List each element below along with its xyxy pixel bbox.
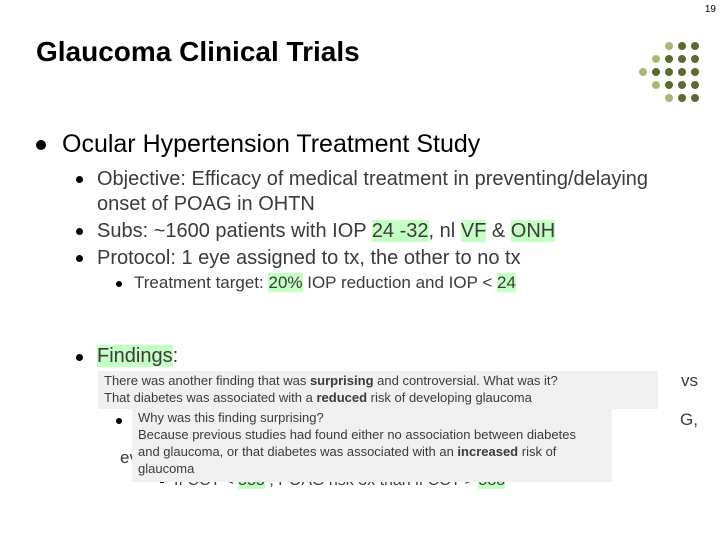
overlay-box-2: Why was this finding surprising? Because… [132, 408, 612, 482]
objective-row: Objective: Efficacy of medical treatment… [76, 167, 700, 217]
overlay-box-1: There was another finding that was surpr… [98, 371, 658, 409]
findings-section: Findings: [76, 345, 700, 368]
protocol-row: Protocol: 1 eye assigned to tx, the othe… [76, 246, 700, 271]
slide-title: Glaucoma Clinical Trials [36, 36, 360, 68]
dots-decoration [639, 42, 702, 105]
subs-text: Subs: ~1600 patients with IOP 24 -32, nl… [97, 219, 555, 244]
highlight: 24 [497, 273, 516, 292]
objective-text: Objective: Efficacy of medical treatment… [97, 167, 700, 217]
treatment-row: Treatment target: 20% IOP reduction and … [116, 273, 700, 293]
partial-text-g: G, [680, 410, 698, 430]
highlight: 20% [268, 273, 302, 292]
partial-text-vs: vs [681, 371, 698, 391]
highlight: VF [461, 220, 487, 242]
bullet-icon [36, 140, 46, 150]
highlight: ONH [511, 220, 555, 242]
heading-row: Ocular Hypertension Treatment Study [36, 130, 700, 159]
page-number: 19 [705, 4, 716, 15]
findings-text: Findings: [97, 345, 178, 368]
treatment-text: Treatment target: 20% IOP reduction and … [134, 273, 516, 293]
findings-row: Findings: [76, 345, 700, 368]
bullet-icon [116, 281, 122, 287]
bullet-icon [76, 354, 83, 361]
content-area: Ocular Hypertension Treatment Study Obje… [36, 130, 700, 295]
heading-text: Ocular Hypertension Treatment Study [62, 130, 480, 159]
bullet-icon [76, 228, 83, 235]
protocol-text: Protocol: 1 eye assigned to tx, the othe… [97, 246, 521, 271]
bullet-icon [116, 418, 122, 424]
highlight: 24 -32 [372, 220, 429, 242]
subs-row: Subs: ~1600 patients with IOP 24 -32, nl… [76, 219, 700, 244]
bullet-icon [76, 176, 83, 183]
highlight: Findings [97, 345, 173, 367]
bullet-icon [76, 255, 83, 262]
